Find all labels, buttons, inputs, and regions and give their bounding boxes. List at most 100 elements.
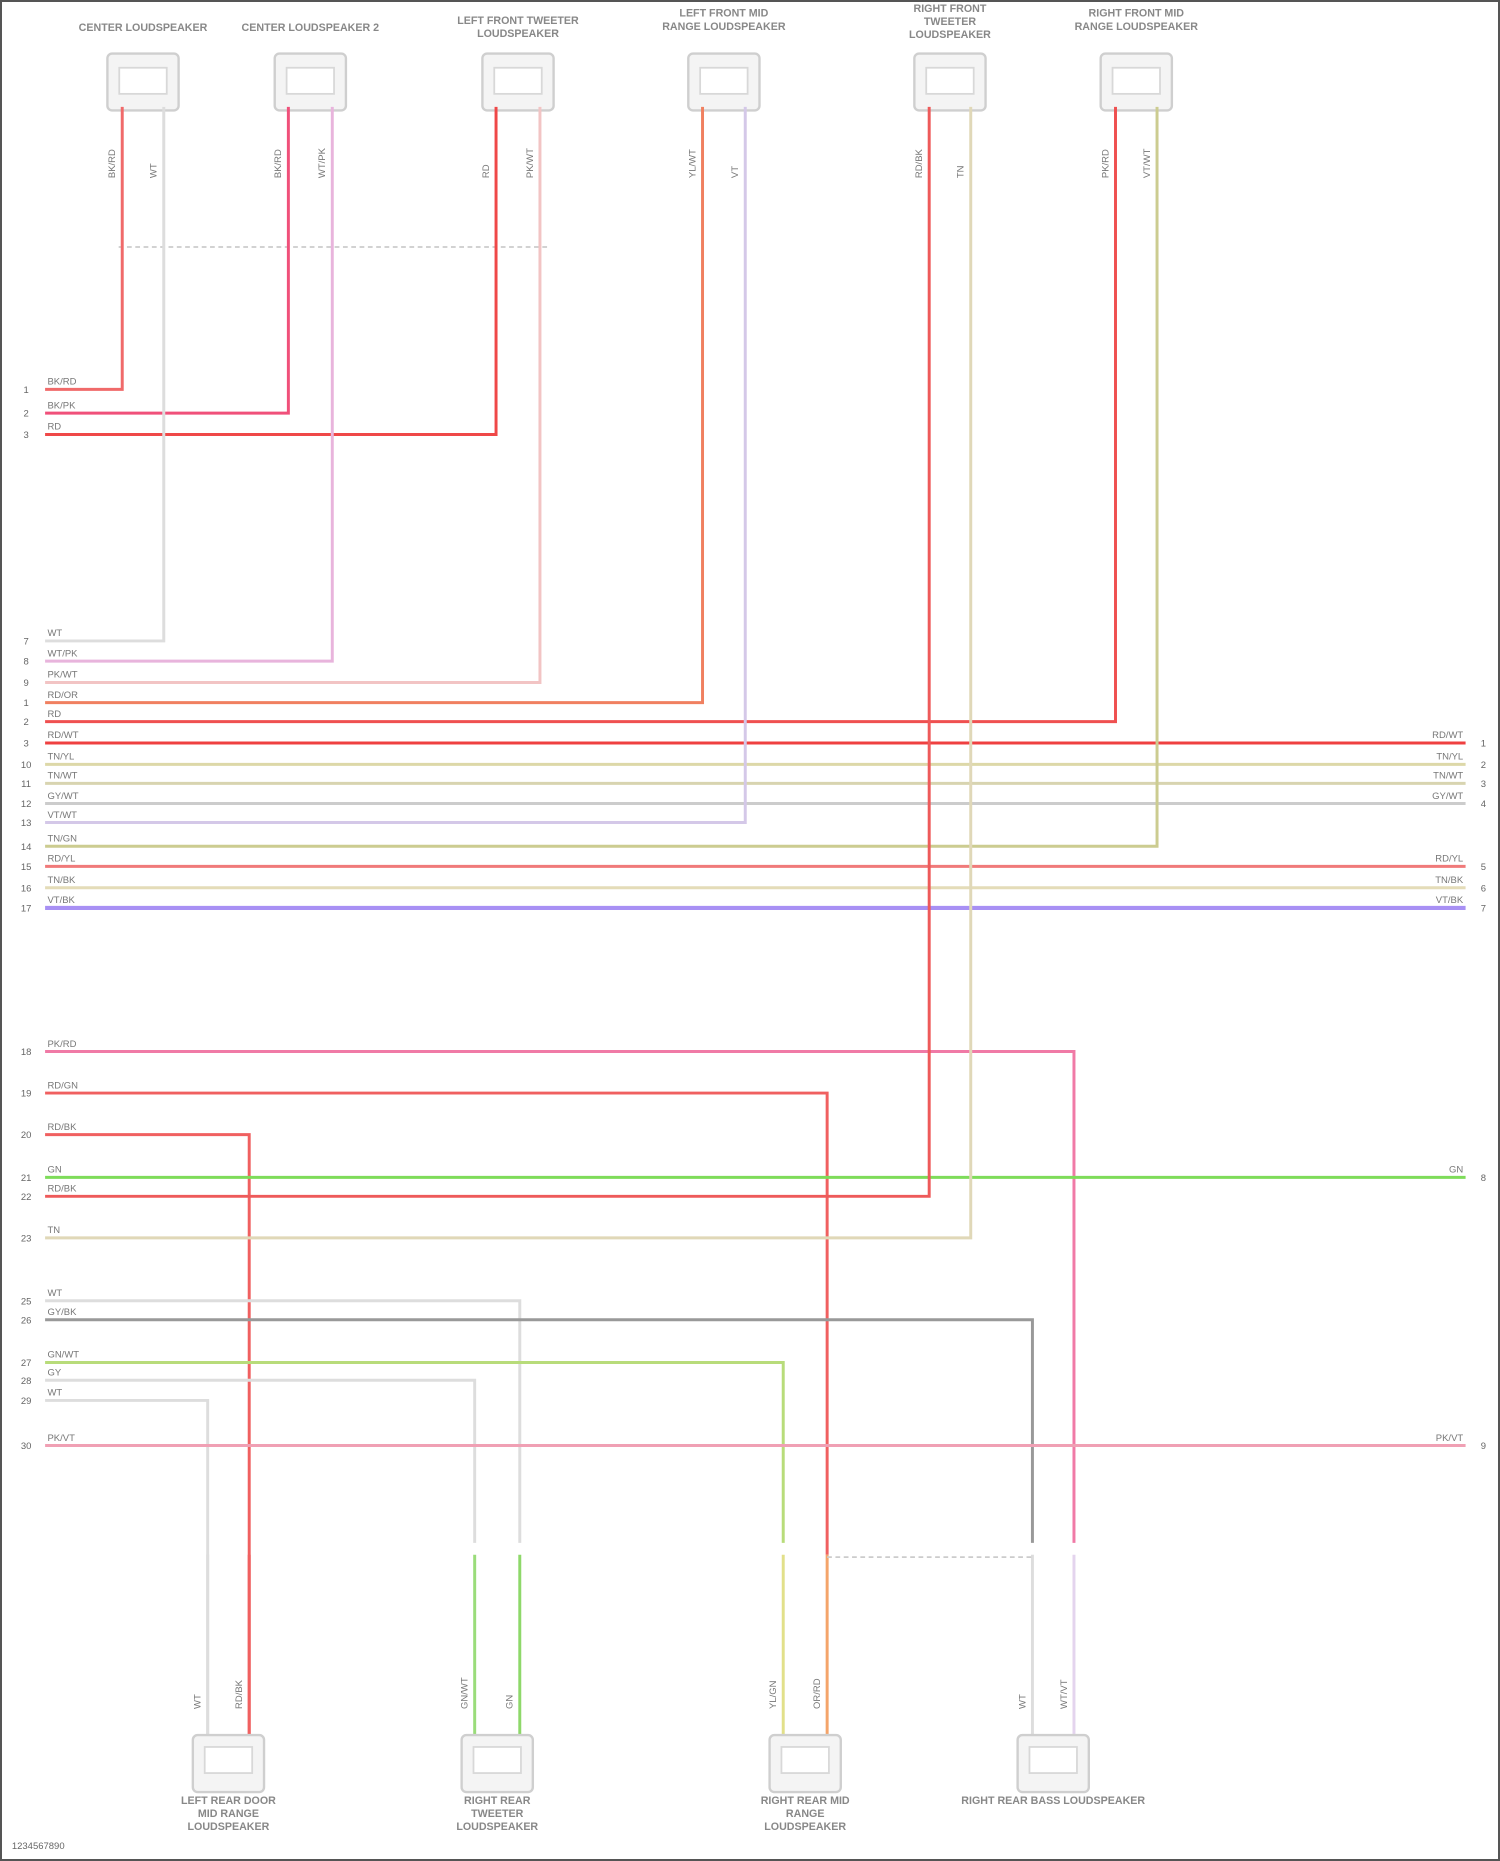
wire-code-label: WT	[1017, 1694, 1028, 1709]
wire	[45, 1360, 785, 1543]
bottom-connector-body	[1028, 1746, 1078, 1774]
left-wire-code: VT/WT	[47, 810, 77, 821]
wire	[45, 106, 1159, 848]
wire-code-label: GN	[505, 1695, 516, 1709]
left-wire-code: RD/BK	[47, 1122, 77, 1133]
wire	[45, 1091, 829, 1555]
wire	[45, 106, 931, 1198]
wire-code-label: RD/BK	[914, 148, 925, 178]
wire-code-label: GN/WT	[460, 1677, 471, 1709]
wire-code-label: WT/PK	[317, 147, 328, 178]
left-wire-code: RD/WT	[47, 730, 78, 741]
bottom-connector-body	[472, 1746, 522, 1774]
left-pin-number: 17	[21, 904, 32, 915]
wire	[45, 106, 290, 415]
left-wire-code: PK/VT	[47, 1433, 75, 1444]
right-pin-number: 7	[1481, 904, 1486, 915]
left-wire-code: RD	[47, 422, 61, 433]
left-pin-number: 1	[23, 385, 28, 396]
top-connector-body	[285, 66, 335, 95]
wire	[45, 106, 747, 824]
left-pin-number: 26	[21, 1315, 32, 1326]
right-pin-number: 2	[1481, 760, 1486, 771]
wire	[45, 106, 973, 1240]
left-pin-number: 9	[23, 678, 28, 689]
left-wire-code: RD/GN	[47, 1080, 78, 1091]
right-wire-code: GN	[1449, 1165, 1463, 1176]
wire	[45, 1378, 477, 1543]
left-wire-code: BK/PK	[47, 400, 76, 411]
left-pin-number: 30	[21, 1441, 32, 1452]
top-connector-body	[118, 66, 168, 95]
left-pin-number: 12	[21, 799, 32, 810]
left-pin-number: 28	[21, 1376, 32, 1387]
wire-code-label: WT	[193, 1694, 204, 1709]
wire	[45, 106, 334, 663]
right-wire-code: VT/BK	[1436, 895, 1464, 906]
right-wire-code: GY/WT	[1432, 791, 1463, 802]
left-wire-code: RD/BK	[47, 1184, 77, 1195]
left-pin-number: 25	[21, 1296, 32, 1307]
bottom-connector-body	[203, 1746, 254, 1774]
left-pin-number: 2	[23, 717, 28, 728]
wire-code-label: VT	[730, 166, 741, 178]
right-pin-number: 6	[1481, 883, 1486, 894]
right-wire-code: TN/BK	[1435, 875, 1464, 886]
left-wire-code: TN/BK	[47, 875, 76, 886]
wire	[45, 106, 1117, 724]
left-wire-code: WT	[47, 1388, 62, 1399]
left-wire-code: PK/RD	[47, 1039, 76, 1050]
left-wire-code: WT/PK	[47, 648, 78, 659]
wire-code-label: RD	[481, 164, 492, 178]
left-wire-code: GY	[47, 1368, 61, 1379]
bottom-connector-label: RIGHT REAR TWEETER LOUDSPEAKER	[456, 1795, 538, 1833]
wire-code-label: YL/GN	[768, 1680, 779, 1709]
wire	[45, 106, 705, 705]
left-pin-number: 8	[23, 657, 28, 668]
wire-code-label: YL/WT	[687, 149, 698, 178]
right-pin-number: 1	[1481, 739, 1486, 750]
wire-code-label: PK/WT	[525, 148, 536, 178]
wire	[45, 1050, 1076, 1543]
left-pin-number: 3	[23, 739, 28, 750]
left-pin-number: 10	[21, 760, 32, 771]
left-pin-number: 23	[21, 1233, 32, 1244]
left-pin-number: 19	[21, 1089, 32, 1100]
top-connector-body	[1111, 66, 1161, 95]
left-wire-code: TN/WT	[47, 771, 77, 782]
top-connector-label: RIGHT FRONT TWEETER LOUDSPEAKER	[909, 3, 991, 41]
wire	[45, 1398, 210, 1745]
left-pin-number: 14	[21, 842, 32, 853]
left-wire-code: BK/RD	[47, 377, 76, 388]
left-pin-number: 20	[21, 1130, 32, 1141]
left-pin-number: 3	[23, 430, 28, 441]
bottom-connector-label: LEFT REAR DOOR MID RANGE LOUDSPEAKER	[181, 1795, 276, 1833]
wire	[45, 1133, 251, 1745]
wire	[45, 106, 166, 643]
top-connector-label: CENTER LOUDSPEAKER 2	[242, 22, 380, 34]
wire-code-label: WT	[149, 163, 160, 178]
left-wire-code: WT	[47, 628, 62, 639]
left-wire-code: WT	[47, 1288, 62, 1299]
right-wire-code: RD/WT	[1432, 730, 1463, 741]
bottom-connector-label: RIGHT REAR BASS LOUDSPEAKER	[961, 1795, 1145, 1807]
right-pin-number: 5	[1481, 862, 1486, 873]
right-wire-code: RD/YL	[1435, 854, 1463, 865]
wire	[45, 106, 124, 391]
wire-code-label: PK/RD	[1100, 149, 1111, 178]
top-connector-label: CENTER LOUDSPEAKER	[79, 22, 208, 34]
wire-code-label: RD/BK	[234, 1679, 245, 1709]
wire	[45, 106, 542, 684]
left-pin-number: 13	[21, 818, 32, 829]
left-wire-code: RD/YL	[47, 854, 75, 865]
left-pin-number: 18	[21, 1047, 32, 1058]
bottom-connector-label: RIGHT REAR MID RANGE LOUDSPEAKER	[761, 1795, 850, 1833]
wire-code-label: BK/RD	[273, 149, 284, 178]
wire-code-label: BK/RD	[107, 149, 118, 178]
wire-code-label: TN	[956, 165, 967, 178]
top-connector-body	[699, 66, 749, 95]
wire	[45, 106, 498, 436]
left-pin-number: 1	[23, 698, 28, 709]
right-pin-number: 3	[1481, 779, 1486, 790]
